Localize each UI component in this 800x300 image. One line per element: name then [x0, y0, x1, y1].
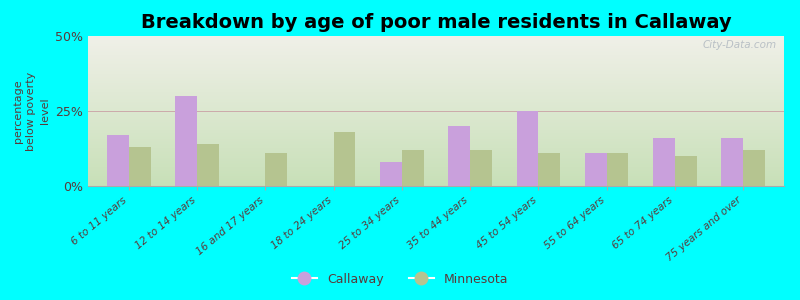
- Text: City-Data.com: City-Data.com: [703, 40, 777, 50]
- Bar: [380, 162, 402, 186]
- Bar: [517, 111, 538, 186]
- Bar: [129, 147, 150, 186]
- Bar: [743, 150, 765, 186]
- Bar: [107, 135, 129, 186]
- Y-axis label: percentage
below poverty
level: percentage below poverty level: [13, 71, 50, 151]
- Bar: [653, 138, 675, 186]
- Legend: Callaway, Minnesota: Callaway, Minnesota: [287, 268, 513, 291]
- Title: Breakdown by age of poor male residents in Callaway: Breakdown by age of poor male residents …: [141, 13, 731, 32]
- Bar: [722, 138, 743, 186]
- Bar: [538, 153, 560, 186]
- Bar: [585, 153, 606, 186]
- Bar: [175, 96, 197, 186]
- Bar: [266, 153, 287, 186]
- Bar: [470, 150, 492, 186]
- Bar: [606, 153, 629, 186]
- Bar: [197, 144, 219, 186]
- Bar: [334, 132, 355, 186]
- Bar: [675, 156, 697, 186]
- Bar: [402, 150, 424, 186]
- Bar: [448, 126, 470, 186]
